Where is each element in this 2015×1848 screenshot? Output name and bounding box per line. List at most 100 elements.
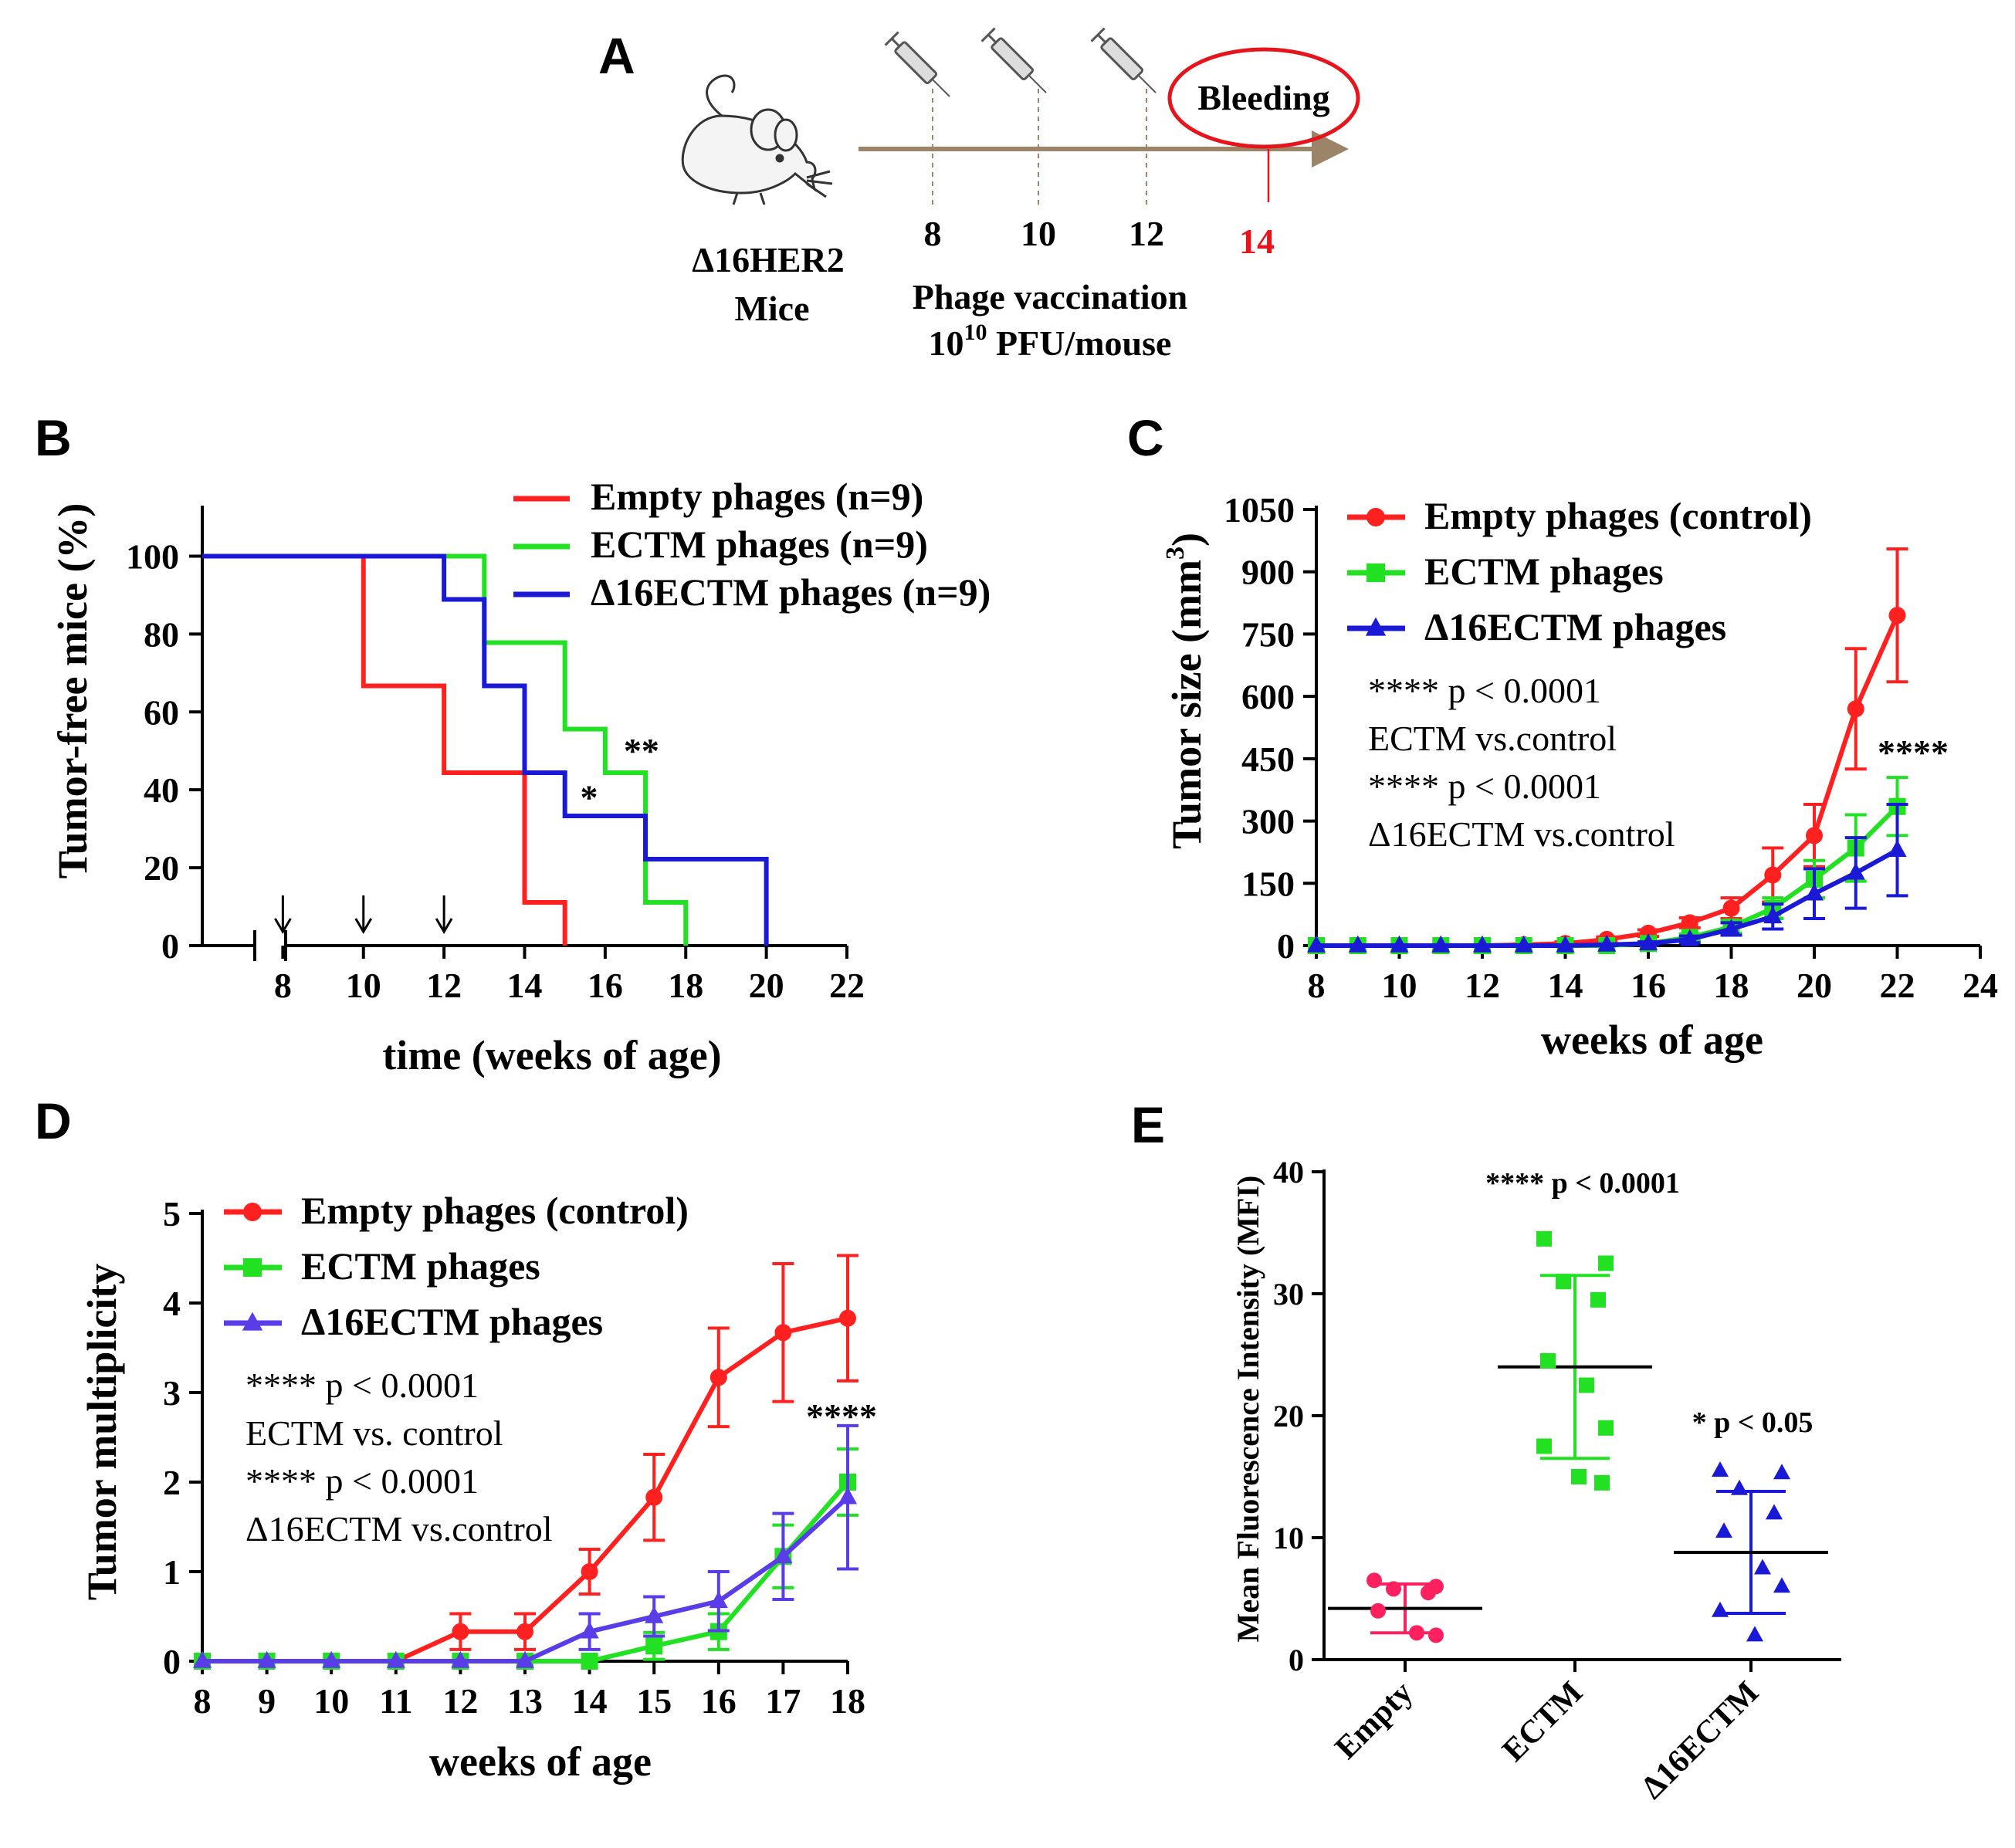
y-axis-title-main: Tumor size (mm xyxy=(1163,560,1210,849)
x-tick-label: 12 xyxy=(442,1681,478,1721)
chart-axes: 0 20 40 60 80 100 8 10 12 14 16 18 20 22 xyxy=(126,506,865,1005)
y-axis-title-sup: 3 xyxy=(1161,547,1190,560)
legend-marker xyxy=(1366,508,1385,526)
legend-label: Empty phages (n=9) xyxy=(591,475,923,518)
data-point xyxy=(1536,1438,1552,1454)
panel-c-tumor-size-chart: C Tumor size (mm3) weeks of age 0 150 300 4… xyxy=(1127,409,1998,1063)
y-tick-label: 80 xyxy=(144,614,179,654)
timepoint-label: 12 xyxy=(1129,214,1164,253)
x-tick-label: 18 xyxy=(830,1681,865,1721)
stats-text: Δ16ECTM vs.control xyxy=(246,1509,553,1548)
chart-series xyxy=(1328,1230,1828,1643)
significance-label: **** p < 0.0001 xyxy=(1485,1167,1680,1200)
data-point xyxy=(1571,1469,1587,1484)
x-tick-label: 8 xyxy=(1308,966,1326,1005)
data-point xyxy=(1746,1626,1763,1642)
x-tick-label: 10 xyxy=(1382,966,1417,1005)
chart-axes: 0 150 300 450 600 750 900 1050 8 10 12 14 16 18 20 22 24 xyxy=(1224,490,1998,1005)
x-tick-label: 22 xyxy=(829,966,865,1005)
x-tick-label: 11 xyxy=(379,1681,412,1721)
y-axis-title-tail: ) xyxy=(1163,533,1210,547)
x-tick-label: 18 xyxy=(1714,966,1749,1005)
chart-legend: Empty phages (control) ECTM phages Δ16ECTM… xyxy=(1347,494,1812,648)
y-tick-label: 0 xyxy=(161,926,179,966)
data-point xyxy=(1722,899,1740,917)
stats-text: **** p < 0.0001 xyxy=(246,1366,479,1405)
stats-text: **** p < 0.0001 xyxy=(1368,671,1601,710)
data-point xyxy=(581,1563,598,1580)
panel-d-tumor-multiplicity-chart: D Tumor multiplicity weeks of age 012345… xyxy=(35,1092,877,1785)
data-point xyxy=(709,1369,727,1386)
data-point xyxy=(581,1653,598,1670)
significance-label: * xyxy=(581,777,598,817)
y-tick-label: 20 xyxy=(144,848,179,888)
legend-marker xyxy=(242,1312,263,1331)
data-point xyxy=(1722,919,1741,936)
data-point xyxy=(1366,1572,1382,1589)
y-tick-label: 0 xyxy=(1289,1643,1304,1677)
dose-base: 10 xyxy=(929,323,964,363)
legend-marker xyxy=(1365,617,1387,636)
data-point xyxy=(1514,935,1533,953)
data-point xyxy=(1766,1504,1783,1520)
legend-label: ECTM phages xyxy=(301,1244,540,1288)
data-point xyxy=(1681,914,1698,932)
x-tick-label: 24 xyxy=(1963,966,1998,1005)
y-tick-label: 450 xyxy=(1241,740,1295,779)
data-point xyxy=(386,1650,405,1668)
vaccination-arrow xyxy=(274,895,292,934)
data-point xyxy=(774,1546,793,1564)
chart-annotations: **** p < 0.0001 * p < 0.05 xyxy=(1485,1167,1813,1439)
data-point xyxy=(1888,840,1907,858)
panel-letter-c: C xyxy=(1127,409,1164,466)
timepoint-label: 10 xyxy=(1021,214,1056,253)
data-point xyxy=(1421,1585,1436,1601)
y-tick-label: 4 xyxy=(163,1284,181,1323)
chart-annotations: *** xyxy=(581,731,659,817)
y-tick-label: 150 xyxy=(1241,864,1295,903)
x-tick-label: ECTM xyxy=(1495,1675,1590,1769)
series-line xyxy=(242,553,567,946)
x-tick-label: 16 xyxy=(701,1681,737,1721)
data-point xyxy=(1594,1474,1610,1491)
stats-text: ECTM vs. control xyxy=(246,1413,503,1453)
mouse-label-line2: Mice xyxy=(734,289,809,328)
x-axis-title: weeks of age xyxy=(1541,1017,1763,1063)
data-point xyxy=(1540,1352,1556,1369)
legend-label: Δ16ECTM phages xyxy=(1424,605,1726,648)
data-point xyxy=(1306,935,1326,953)
x-tick-label: 20 xyxy=(749,966,784,1005)
data-point xyxy=(1428,1627,1444,1643)
chart-series xyxy=(192,1254,858,1670)
y-tick-label: 100 xyxy=(126,536,179,576)
data-point xyxy=(1712,1461,1729,1477)
data-point xyxy=(839,1309,856,1327)
data-point xyxy=(1472,935,1492,953)
legend-marker xyxy=(1366,564,1385,582)
x-tick-label: 16 xyxy=(1631,966,1666,1005)
data-point xyxy=(1556,935,1575,953)
data-point xyxy=(1348,935,1367,953)
y-tick-label: 0 xyxy=(1277,926,1295,966)
dose-unit: PFU/mouse xyxy=(987,323,1172,363)
y-tick-label: 2 xyxy=(163,1463,181,1502)
y-tick-label: 30 xyxy=(1273,1277,1304,1312)
chart-series xyxy=(1306,547,1908,954)
x-tick-label: 20 xyxy=(1797,966,1832,1005)
panel-letter-d: D xyxy=(35,1092,72,1149)
y-tick-label: 40 xyxy=(144,770,179,810)
x-tick-label: 22 xyxy=(1880,966,1915,1005)
x-tick-label: 12 xyxy=(426,966,462,1005)
x-tick-label: 10 xyxy=(313,1681,349,1721)
chart-annotations: **** p < 0.0001 ECTM vs.control **** p < 0… xyxy=(1368,671,1949,854)
dose-exponent: 10 xyxy=(964,320,987,345)
legend-label: Empty phages (control) xyxy=(1424,494,1812,537)
syringe-icon xyxy=(1090,27,1157,93)
x-tick-label: 17 xyxy=(765,1681,801,1721)
y-tick-label: 5 xyxy=(163,1194,181,1234)
data-point xyxy=(192,1650,212,1668)
panel-letter-b: B xyxy=(35,409,72,466)
y-tick-label: 3 xyxy=(163,1373,181,1413)
significance-label: **** xyxy=(1878,733,1949,772)
